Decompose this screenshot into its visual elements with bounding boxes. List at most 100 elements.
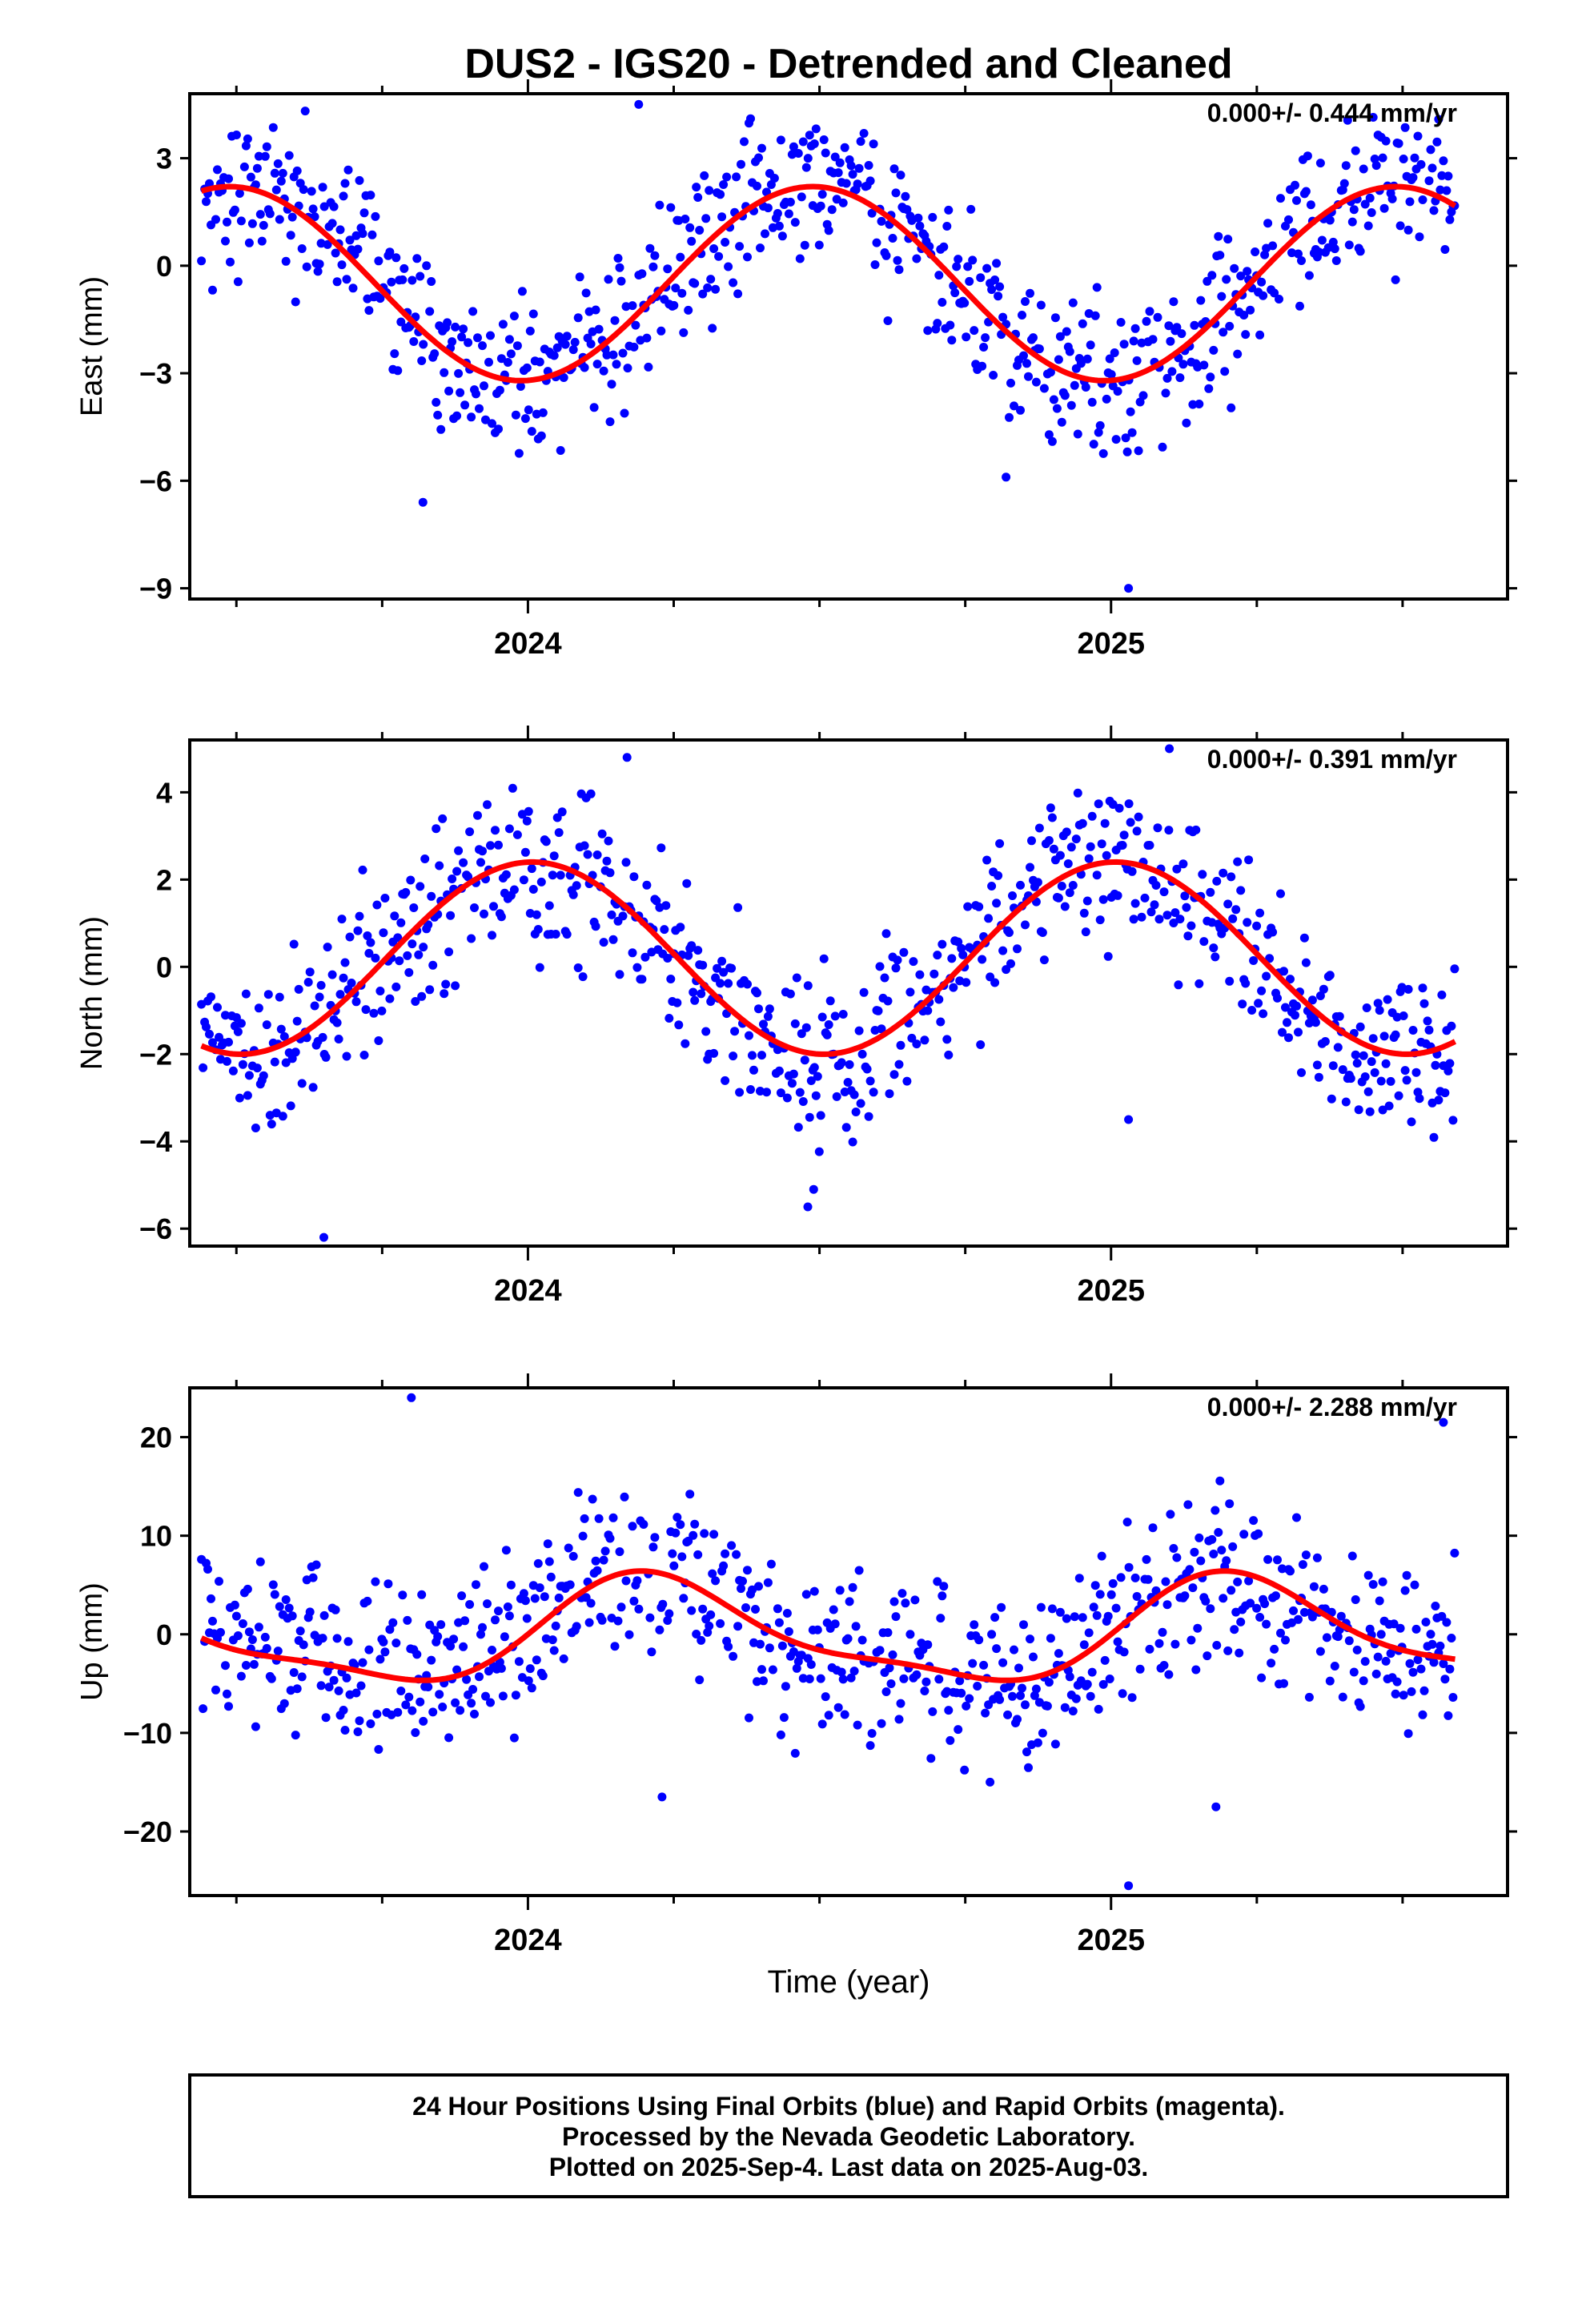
- data-point: [308, 204, 318, 214]
- data-point: [1098, 895, 1108, 904]
- data-point: [1394, 1091, 1403, 1100]
- data-point: [1198, 870, 1207, 879]
- data-point: [1419, 999, 1429, 1008]
- data-point: [1167, 367, 1177, 376]
- data-point: [656, 326, 666, 336]
- data-point: [255, 1557, 265, 1566]
- data-point: [867, 208, 877, 218]
- data-point: [1236, 886, 1246, 895]
- data-point: [881, 1687, 891, 1696]
- data-point: [1019, 351, 1028, 360]
- data-point: [1186, 921, 1196, 931]
- data-point: [488, 1646, 496, 1655]
- data-point: [663, 1616, 673, 1625]
- data-point: [1030, 1691, 1039, 1700]
- data-point: [1435, 1641, 1445, 1651]
- data-point: [372, 1709, 382, 1719]
- data-point: [645, 1613, 655, 1622]
- data-point: [319, 1610, 329, 1620]
- data-point: [923, 1640, 933, 1650]
- data-point: [1233, 857, 1243, 866]
- data-point: [318, 183, 327, 192]
- data-point: [599, 938, 608, 947]
- data-point: [656, 843, 666, 853]
- data-point: [1154, 915, 1164, 924]
- data-point: [632, 1576, 642, 1586]
- data-point: [938, 298, 947, 307]
- data-point: [454, 846, 464, 855]
- data-point: [489, 902, 498, 911]
- data-point: [1195, 1533, 1204, 1542]
- data-point: [480, 1562, 488, 1571]
- data-point: [448, 337, 457, 347]
- data-point: [1148, 335, 1158, 344]
- data-point: [408, 939, 417, 949]
- data-point: [380, 894, 390, 903]
- data-point: [745, 1713, 753, 1723]
- data-point: [676, 923, 685, 932]
- data-point: [284, 151, 294, 160]
- data-point: [522, 1614, 532, 1623]
- data-point: [243, 134, 252, 143]
- data-point: [939, 1582, 949, 1591]
- data-point: [733, 1622, 743, 1631]
- data-point: [1400, 1586, 1410, 1595]
- data-point: [496, 354, 506, 364]
- data-point: [1339, 179, 1349, 188]
- data-point: [444, 386, 454, 396]
- data-point: [782, 1609, 792, 1618]
- data-point: [238, 1059, 247, 1069]
- data-point: [735, 242, 745, 251]
- data-point: [1016, 1691, 1025, 1700]
- data-point: [629, 342, 639, 352]
- data-point: [580, 1514, 589, 1523]
- data-point: [1359, 164, 1368, 174]
- data-point: [1113, 1637, 1122, 1647]
- data-point: [207, 1594, 215, 1603]
- data-point: [1178, 360, 1188, 369]
- data-point: [676, 252, 685, 262]
- data-point: [1394, 139, 1403, 148]
- data-point: [1054, 893, 1063, 903]
- data-point: [236, 1671, 246, 1681]
- data-point: [1279, 1679, 1288, 1688]
- data-point: [1260, 250, 1270, 259]
- data-point: [241, 1661, 251, 1670]
- data-point: [817, 1719, 827, 1729]
- data-point: [1411, 1068, 1421, 1077]
- data-point: [1068, 1707, 1078, 1716]
- data-point: [1254, 999, 1263, 1008]
- data-point: [893, 955, 902, 965]
- data-point: [782, 1093, 792, 1103]
- data-point: [1211, 1506, 1220, 1515]
- data-point: [1257, 1673, 1267, 1683]
- data-point: [713, 963, 722, 973]
- data-point: [776, 1088, 785, 1098]
- data-point: [1319, 1584, 1328, 1594]
- data-point: [777, 1641, 787, 1651]
- data-point: [628, 301, 637, 311]
- data-point: [391, 1638, 401, 1648]
- data-point: [327, 970, 337, 979]
- data-point: [1060, 902, 1070, 911]
- data-point: [1315, 991, 1325, 1000]
- data-point: [1434, 1096, 1443, 1105]
- data-point: [944, 205, 954, 215]
- data-point: [1188, 1583, 1198, 1593]
- data-point: [1405, 1659, 1415, 1668]
- data-point: [1036, 300, 1046, 310]
- data-point: [729, 1651, 738, 1661]
- data-point: [838, 1010, 848, 1019]
- data-point: [1140, 893, 1150, 903]
- data-point: [353, 244, 363, 254]
- data-point: [869, 139, 878, 149]
- data-point: [1325, 215, 1335, 225]
- data-point: [355, 1716, 364, 1726]
- data-point: [1016, 405, 1025, 415]
- data-point: [1206, 372, 1215, 382]
- data-point: [1304, 1692, 1314, 1702]
- data-point: [933, 1577, 942, 1586]
- data-point: [716, 190, 725, 199]
- data-point: [335, 990, 345, 999]
- data-point: [1278, 1027, 1287, 1037]
